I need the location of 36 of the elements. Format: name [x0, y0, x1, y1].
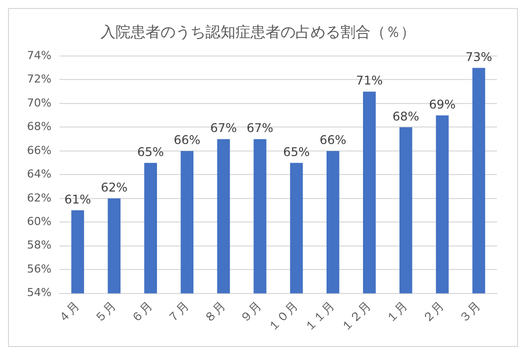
y-tick-label: 66%	[26, 144, 52, 157]
y-tick-label: 74%	[26, 48, 52, 62]
y-tick-label: 54%	[26, 286, 52, 300]
data-label: 66%	[174, 133, 200, 148]
data-label: 73%	[465, 50, 492, 64]
x-tick-label: ３月	[456, 298, 484, 326]
x-tick-label: １１月	[302, 298, 338, 334]
x-tick-label: ９月	[237, 298, 264, 326]
x-tick-label: ５月	[92, 298, 118, 326]
data-label: 68%	[392, 109, 420, 124]
x-tick-label: ７月	[164, 298, 192, 326]
data-label: 67%	[246, 121, 274, 136]
y-tick-label: 64%	[26, 168, 52, 181]
x-tick-label: ４月	[55, 298, 82, 326]
data-label: 65%	[283, 144, 310, 159]
y-tick-label: 68%	[26, 120, 52, 134]
y-tick-label: 56%	[26, 262, 52, 276]
data-label: 66%	[320, 133, 346, 148]
chart-title: 入院患者のうち認知症患者の占める割合（％）	[100, 22, 416, 41]
y-tick-label: 62%	[26, 191, 52, 204]
data-label: 69%	[428, 97, 456, 112]
data-label: 65%	[137, 144, 164, 159]
x-tick-label: ６月	[128, 298, 155, 326]
data-label: 62%	[100, 180, 128, 195]
x-tick-label: ８月	[200, 298, 228, 326]
data-label: 61%	[64, 192, 92, 206]
y-tick-label: 60%	[26, 215, 52, 228]
data-label: 67%	[210, 121, 237, 136]
x-tick-label: ２月	[420, 298, 447, 326]
data-label: 71%	[356, 74, 383, 88]
y-tick-label: 70%	[26, 96, 52, 110]
y-tick-label: 58%	[26, 238, 52, 252]
x-tick-label: １２月	[338, 298, 374, 334]
y-tick-label: 72%	[26, 72, 52, 86]
x-tick-label: １０月	[265, 298, 301, 334]
x-tick-label: １月	[383, 298, 410, 326]
